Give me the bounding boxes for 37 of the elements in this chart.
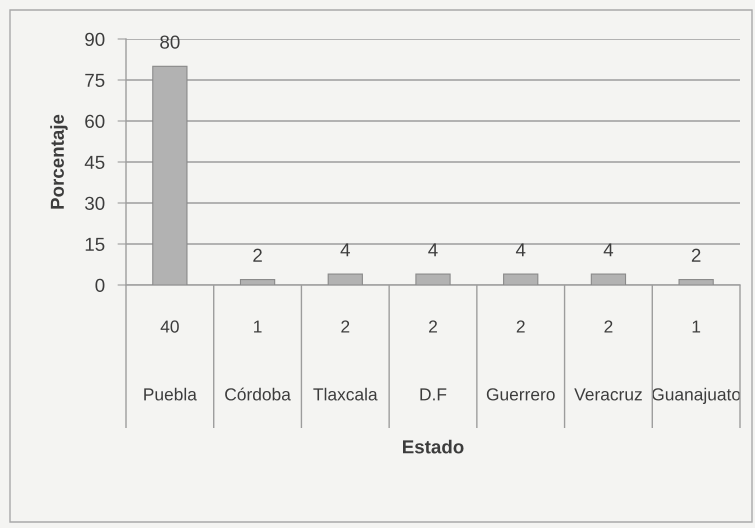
bar [240,278,276,285]
y-tick-label: 30 [85,196,104,210]
text: 2 [341,320,350,333]
data-label: 2 [253,248,262,262]
text: 1 [692,320,700,333]
bar [152,66,188,285]
x-tick-label: Puebla [144,388,197,401]
bar [328,274,363,285]
x-tick-label: Córdoba [225,388,291,401]
text: 2 [516,320,525,333]
data-label: 4 [340,243,350,256]
data-label: 4 [604,243,614,256]
text: 40 [160,320,179,333]
x-tick-label: Veracruz [574,388,642,401]
bar [678,278,714,285]
x-tick-label: Guerrero [486,388,555,401]
data-label: 4 [428,243,438,256]
bar [503,274,538,285]
y-tick-label: 90 [85,32,104,46]
text: 2 [429,320,437,333]
y-tick-label: 15 [86,238,104,251]
y-axis-title: Porcentaje [50,114,68,209]
y-tick-label: 75 [85,74,104,87]
data-label: 80 [160,35,180,49]
text: 1 [254,320,262,333]
x-tick-label: D.F [420,388,446,400]
x-tick-label: Guanajuato [652,388,740,404]
x-axis-title: Estado [403,440,464,454]
y-tick-label: 45 [84,156,104,169]
y-tick-label: 60 [85,114,104,128]
text: 2 [604,320,612,333]
y-tick-label: 0 [95,278,104,292]
bar [590,274,626,285]
bar [415,274,451,285]
data-label: 4 [516,243,526,256]
data-label: 2 [692,248,700,262]
x-tick-label: Tlaxcala [313,388,378,401]
